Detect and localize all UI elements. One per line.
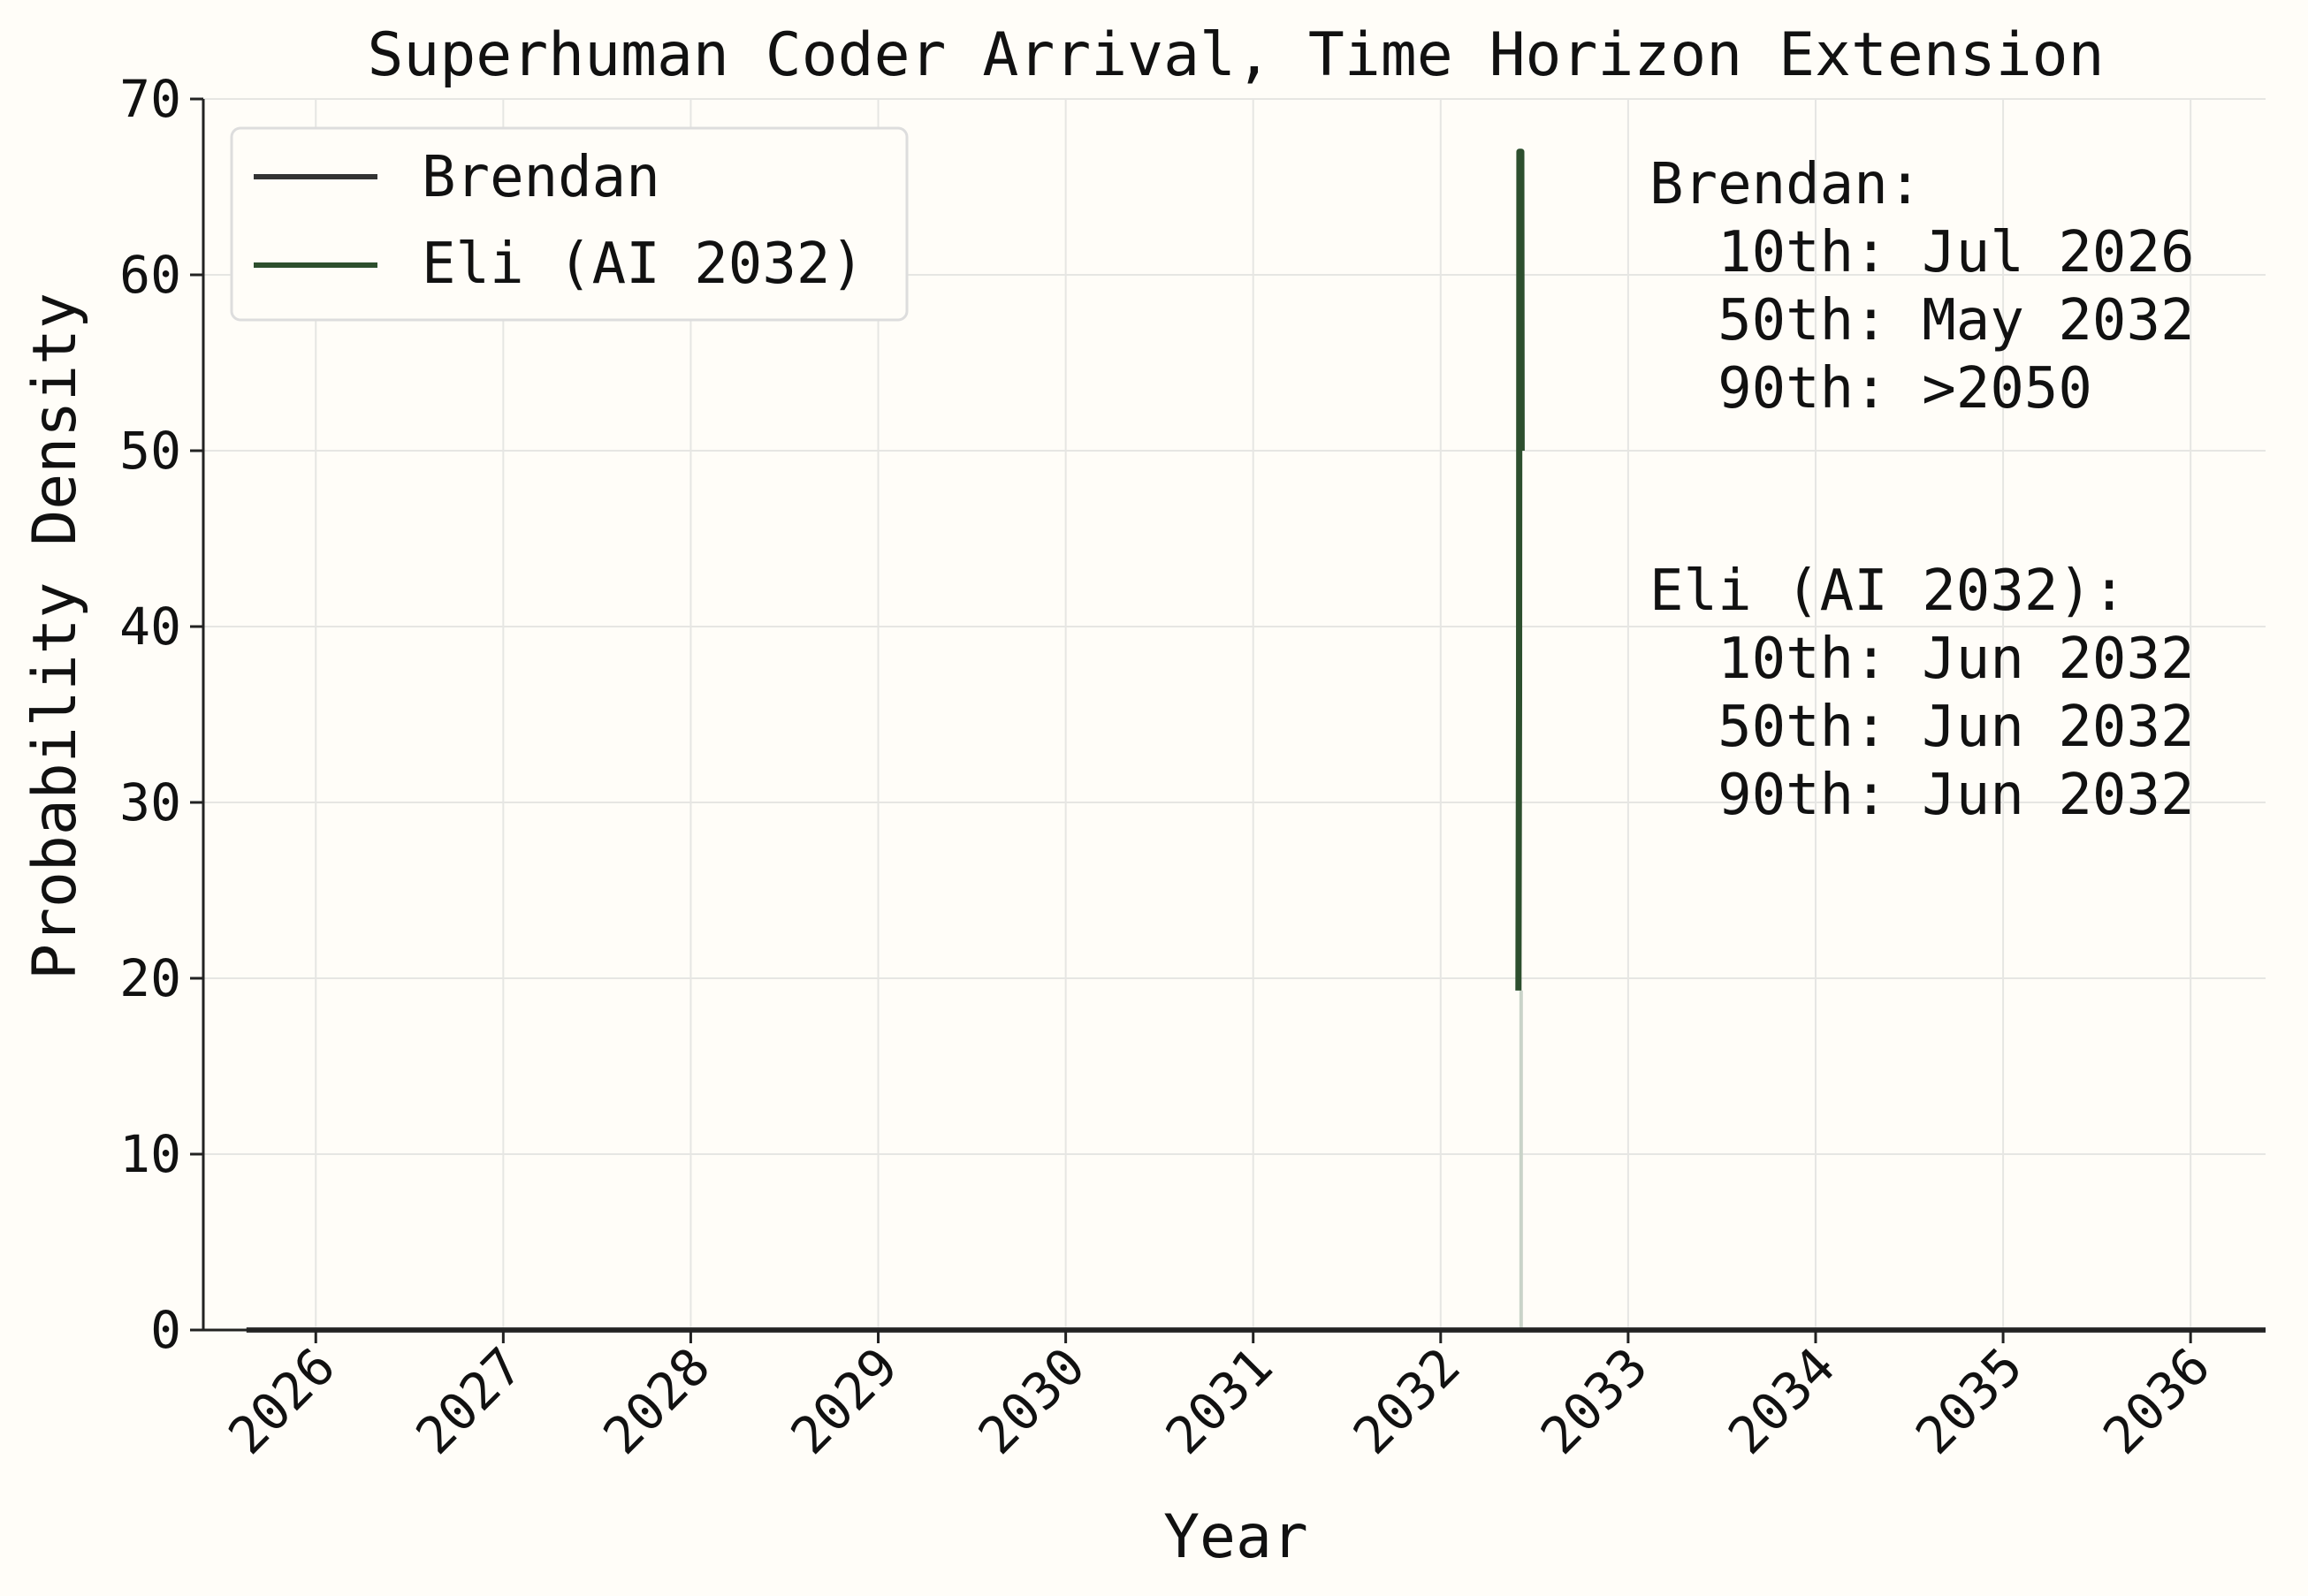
x-tick-label: 2031 [1154,1336,1284,1466]
x-tick-label: 2032 [1342,1336,1472,1466]
y-tick-label: 30 [119,772,181,832]
y-tick-label: 70 [119,69,181,129]
x-tick-label: 2033 [1529,1336,1659,1466]
annotation-brendan-10th: 10th: Jul 2026 [1649,220,2195,285]
y-tick-label: 10 [119,1124,181,1184]
x-tick-label: 2029 [780,1336,910,1466]
x-tick-label: 2028 [591,1336,721,1466]
chart-title: Superhuman Coder Arrival, Time Horizon E… [367,20,2104,90]
x-tick-label: 2034 [1717,1336,1847,1466]
y-tick-label: 0 [150,1300,181,1360]
series-line-eli [1515,148,1525,991]
x-tick-label: 2026 [217,1336,347,1466]
legend: Brendan Eli (AI 2032) [230,126,909,322]
legend-label-eli: Eli (AI 2032) [422,232,865,297]
annotation-brendan-50th: 50th: May 2032 [1649,288,2195,353]
x-tick-label: 2027 [404,1336,534,1466]
x-ticks: 2026 2027 2028 2029 2030 2031 2032 2033 2034 2035… [217,1330,2221,1466]
y-ticks: 0 10 20 30 40 50 60 70 [119,69,203,1360]
y-tick-label: 20 [119,948,181,1008]
annotation-eli-50th: 50th: Jun 2032 [1649,695,2195,760]
y-tick-label: 50 [119,421,181,481]
annotation-brendan-header: Brendan: [1649,152,1922,217]
x-axis-label: Year [1163,1502,1308,1572]
legend-frame [230,126,909,322]
percentile-annotations: Brendan: 10th: Jul 2026 50th: May 2032 9… [1649,152,2195,828]
y-axis-label: Probability Density [20,293,90,980]
y-tick-label: 60 [119,245,181,305]
axes [202,99,2266,1332]
y-tick-label: 40 [119,597,181,657]
x-tick-label: 2036 [2091,1336,2221,1466]
annotation-eli-90th: 90th: Jun 2032 [1649,763,2195,828]
annotation-eli-header: Eli (AI 2032): [1649,559,2126,624]
x-tick-label: 2030 [967,1336,1097,1466]
legend-label-brendan: Brendan [422,145,660,210]
annotation-brendan-90th: 90th: >2050 [1649,356,2092,422]
annotation-eli-10th: 10th: Jun 2032 [1649,627,2195,692]
x-tick-label: 2035 [1904,1336,2034,1466]
